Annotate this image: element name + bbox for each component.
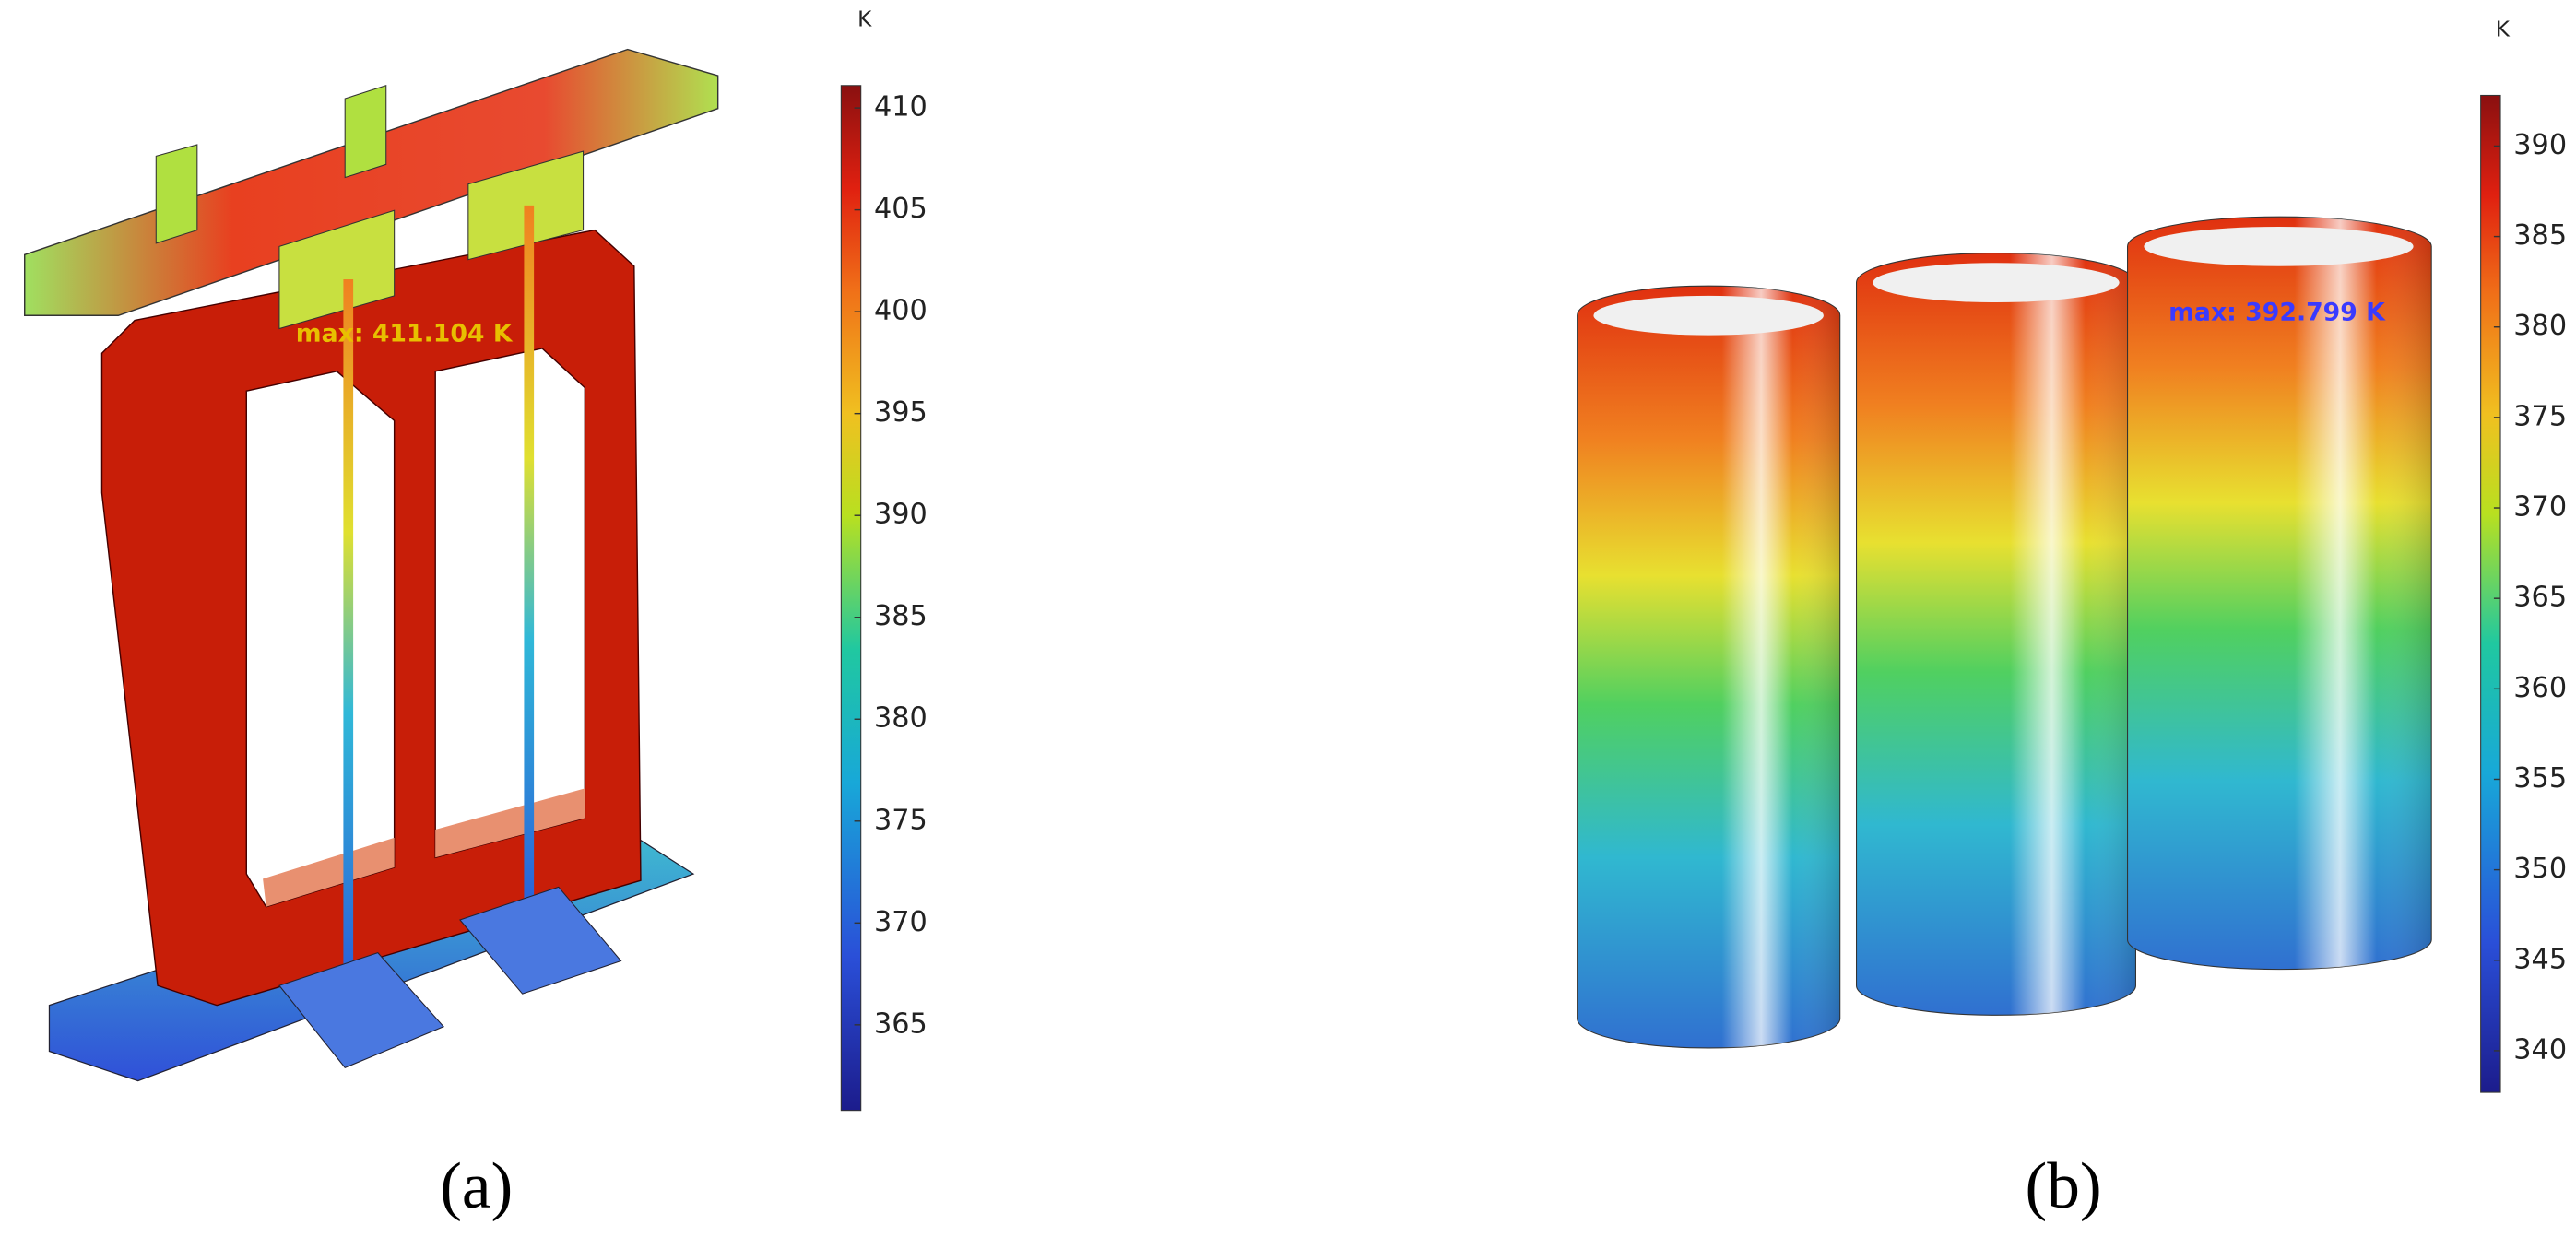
- tick-label: 370: [874, 906, 928, 938]
- tick-label: 400: [874, 295, 928, 327]
- tick-label: 385: [2513, 219, 2567, 252]
- panel-label: (a): [440, 1149, 513, 1222]
- colorbar: [2480, 94, 2501, 1093]
- tick-label: 350: [2513, 853, 2567, 885]
- tick-label: 380: [874, 702, 928, 735]
- tick-label: 375: [874, 804, 928, 836]
- tick-label: 395: [874, 396, 928, 429]
- colorbar: [840, 85, 862, 1112]
- tick-label: 375: [2513, 400, 2567, 432]
- tick-label: 360: [2513, 672, 2567, 704]
- max-label: max: 392.799 K: [2168, 299, 2386, 327]
- tick-label: 355: [2513, 762, 2567, 795]
- unit-label: K: [857, 8, 872, 32]
- tick-label: 365: [2513, 582, 2567, 614]
- tick-label: 345: [2513, 943, 2567, 975]
- tick-label: 390: [2513, 129, 2567, 161]
- transformer-render: [24, 48, 719, 1082]
- tick-label: 405: [874, 193, 928, 225]
- tick-label: 380: [2513, 310, 2567, 342]
- tick-label: 365: [874, 1007, 928, 1040]
- tick-label: 340: [2513, 1033, 2567, 1066]
- unit-label: K: [2496, 18, 2511, 41]
- tick-label: 385: [874, 600, 928, 632]
- tick-label: 370: [2513, 491, 2567, 524]
- tick-label: 390: [874, 499, 928, 531]
- panel-label: (b): [2025, 1149, 2101, 1222]
- max-label: max: 411.104 K: [296, 320, 514, 348]
- winding-render: [1577, 216, 2432, 1049]
- tick-label: 410: [874, 91, 928, 124]
